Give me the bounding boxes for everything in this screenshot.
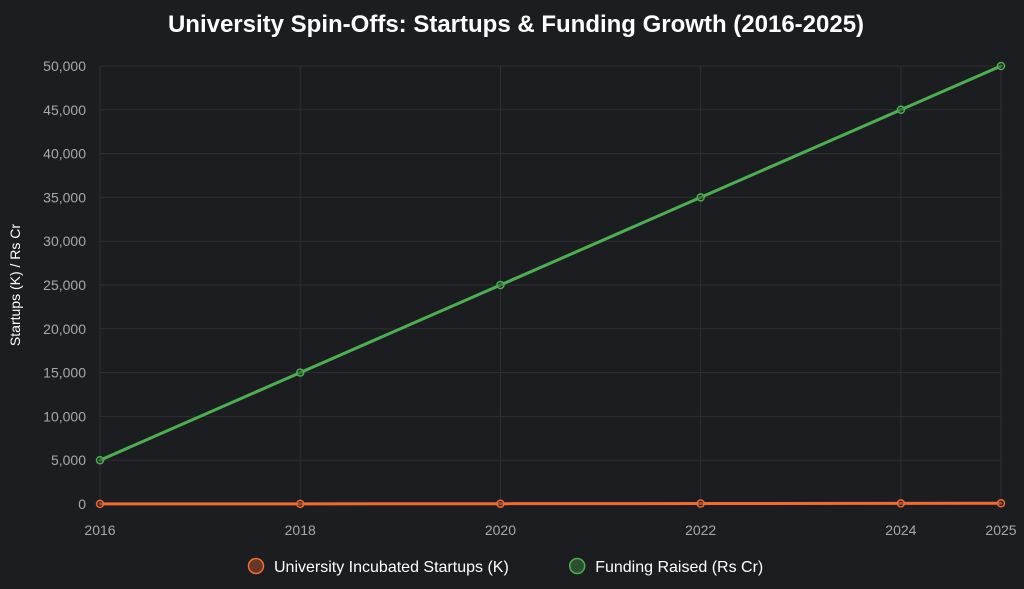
x-axis-ticks: 2016 2018 2020 2022 2024 2025: [84, 522, 1016, 538]
grid: [99, 65, 1002, 505]
y-tick-label: 45,000: [43, 102, 86, 118]
y-tick-label: 40,000: [43, 146, 86, 162]
series-line: [98, 501, 1003, 506]
y-tick-label: 20,000: [43, 321, 86, 337]
x-tick-label: 2018: [285, 522, 316, 538]
data-point[interactable]: [696, 193, 705, 202]
y-tick-label: 25,000: [43, 277, 86, 293]
y-tick-label: 0: [78, 496, 86, 512]
legend-label: Funding Raised (Rs Cr): [595, 559, 763, 576]
data-point[interactable]: [896, 105, 906, 115]
y-tick-label: 5,000: [51, 452, 86, 468]
x-tick-label: 2020: [485, 522, 516, 538]
data-point[interactable]: [95, 499, 105, 509]
x-tick-label: 2024: [885, 522, 916, 538]
legend[interactable]: University Incubated Startups (K) Funding…: [247, 557, 764, 577]
y-tick-label: 35,000: [43, 189, 86, 205]
x-tick-label: 2016: [84, 522, 115, 538]
legend-marker: [568, 557, 586, 575]
legend-marker: [247, 557, 265, 575]
legend-item[interactable]: University Incubated Startups (K): [247, 557, 509, 577]
y-axis-title: Startups (K) / Rs Cr: [7, 224, 23, 346]
chart-title: University Spin-Offs: Startups & Funding…: [168, 11, 864, 38]
data-point[interactable]: [896, 499, 906, 508]
data-point[interactable]: [95, 455, 105, 465]
y-tick-label: 15,000: [43, 365, 86, 381]
y-tick-label: 10,000: [43, 408, 86, 424]
data-point[interactable]: [696, 499, 705, 508]
series-layer: [95, 61, 1006, 509]
y-tick-label: 30,000: [43, 233, 86, 249]
series-line: [98, 64, 1003, 462]
data-point[interactable]: [996, 61, 1006, 71]
data-point[interactable]: [295, 499, 305, 509]
y-tick-label: 50,000: [43, 58, 86, 74]
data-point[interactable]: [996, 499, 1006, 508]
x-tick-label: 2025: [985, 522, 1016, 538]
data-point[interactable]: [295, 368, 305, 377]
data-point[interactable]: [496, 499, 505, 508]
y-axis-ticks: 0 5,000 10,000 15,000 20,000 25,000 30,000 35,0…: [43, 58, 86, 512]
series-1: [95, 499, 1006, 509]
series-2: [95, 61, 1006, 465]
x-tick-label: 2022: [685, 522, 716, 538]
data-point[interactable]: [496, 280, 505, 290]
legend-item[interactable]: Funding Raised (Rs Cr): [568, 557, 764, 577]
legend-label: University Incubated Startups (K): [274, 559, 509, 576]
